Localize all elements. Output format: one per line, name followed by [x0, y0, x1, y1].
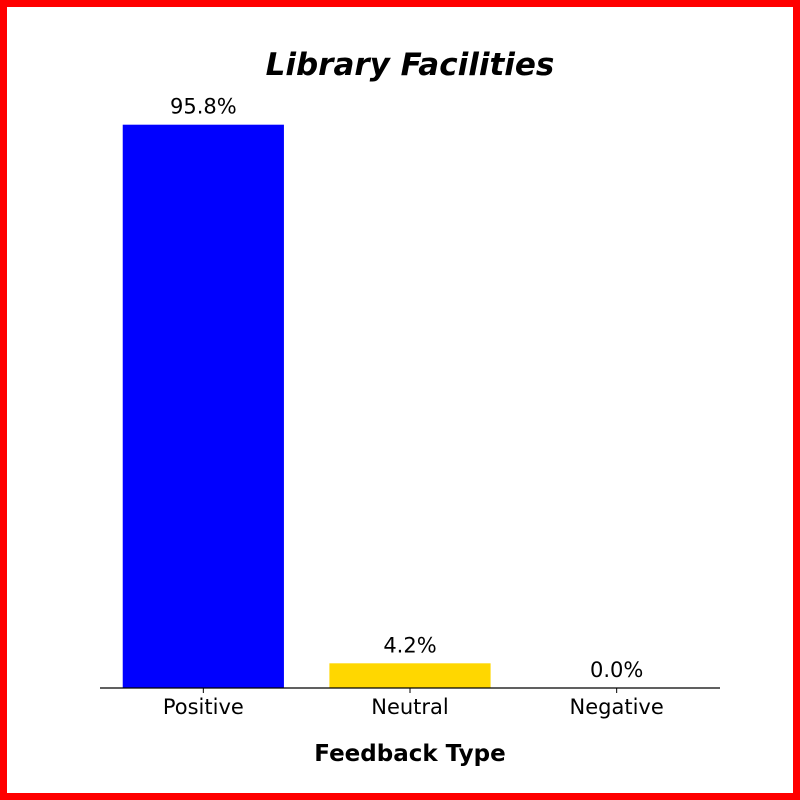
x-tick-label-negative: Negative — [570, 695, 664, 719]
value-label-neutral: 4.2% — [383, 633, 436, 657]
x-tick-label-neutral: Neutral — [371, 695, 449, 719]
bars-group — [122, 124, 491, 689]
bar-positive — [122, 124, 284, 689]
value-label-positive: 95.8% — [170, 95, 237, 119]
x-axis-label: Feedback Type — [314, 741, 505, 767]
chart-title: Library Facilities — [266, 47, 555, 83]
x-ticks-group: Positive Neutral Negative — [163, 688, 664, 719]
bar-neutral — [329, 663, 491, 688]
value-label-negative: 0.0% — [590, 658, 643, 682]
x-tick-label-positive: Positive — [163, 695, 244, 719]
value-labels-group: 95.8% 4.2% 0.0% — [170, 95, 643, 682]
